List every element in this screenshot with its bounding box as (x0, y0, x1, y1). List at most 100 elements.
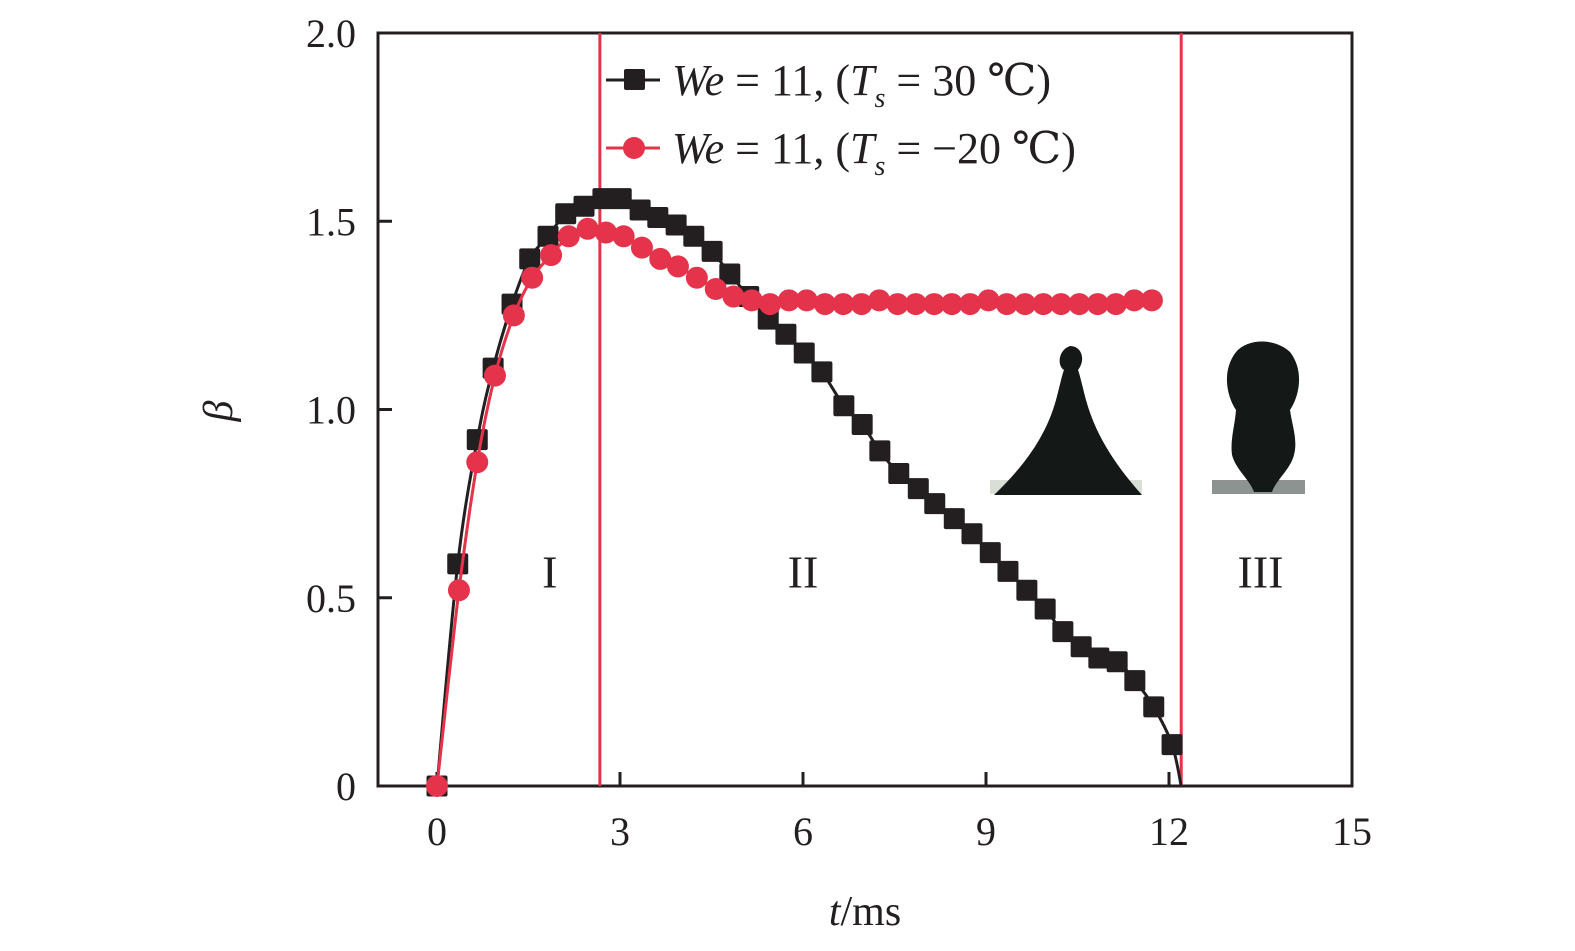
x-tick-label: 9 (976, 809, 996, 854)
square-marker (592, 188, 614, 210)
circle-marker (704, 278, 727, 301)
circle-marker (904, 293, 927, 316)
svg-text:We = 11, (Ts = 30 ℃): We = 11, (Ts = 30 ℃) (672, 56, 1051, 114)
square-marker (537, 225, 559, 247)
y-tick-label: 0.5 (306, 576, 356, 621)
circle-marker (576, 217, 599, 240)
series-ts-30c (426, 188, 1183, 797)
square-marker (1143, 696, 1165, 718)
square-marker (811, 361, 833, 383)
circle-marker (1050, 293, 1073, 316)
circle-marker (1032, 293, 1055, 316)
circle-marker (521, 266, 544, 289)
circle-marker (886, 293, 909, 316)
circle-marker (666, 255, 689, 278)
circle-marker (594, 221, 617, 244)
square-marker (943, 508, 965, 530)
legend-item-minus20C: We = 11, (Ts = −20 ℃) (606, 124, 1076, 182)
square-marker (793, 342, 815, 364)
circle-marker (1104, 293, 1127, 316)
region-label: II (788, 546, 819, 597)
circle-marker (868, 289, 891, 312)
circle-marker (630, 236, 653, 259)
square-marker (519, 248, 541, 270)
circle-marker (685, 266, 708, 289)
x-tick-label: 3 (610, 809, 630, 854)
square-marker (1088, 647, 1110, 669)
y-tick-label: 0 (336, 764, 356, 809)
square-marker (719, 263, 741, 285)
circle-marker (426, 775, 448, 797)
square-marker (1106, 651, 1128, 673)
tick-labels: 0 3 6 9 12 15 0 0.5 1.0 1.5 2.0 (306, 11, 1372, 854)
square-marker-icon (624, 69, 645, 90)
circle-marker (1068, 293, 1091, 316)
square-marker (775, 323, 797, 345)
data-series (426, 188, 1183, 797)
circle-marker (1140, 289, 1163, 312)
x-tick-label: 12 (1149, 809, 1189, 854)
circle-marker (832, 293, 855, 316)
square-marker (629, 199, 651, 221)
square-marker (555, 203, 577, 225)
legend: We = 11, (Ts = 30 ℃) We = 11, (Ts = −20 … (606, 56, 1076, 182)
square-marker (1161, 734, 1183, 756)
circle-marker (540, 244, 563, 267)
x-tick-label: 15 (1332, 809, 1372, 854)
square-marker (979, 542, 1001, 564)
y-tick-label: 2.0 (306, 11, 356, 56)
circle-marker (502, 304, 525, 327)
square-marker (961, 523, 983, 545)
circle-marker (722, 285, 745, 308)
circle-marker (649, 247, 672, 270)
square-marker (1070, 636, 1092, 658)
circle-marker (995, 293, 1018, 316)
circle-marker (1086, 293, 1109, 316)
x-axis-title: t/ms (829, 889, 901, 935)
square-marker (701, 240, 723, 262)
square-marker (466, 429, 488, 451)
square-marker (907, 478, 929, 500)
square-marker (1124, 670, 1146, 692)
square-marker (924, 493, 946, 515)
droplet-rebound-image (1212, 341, 1305, 494)
circle-marker (1014, 293, 1037, 316)
circle-marker-icon (623, 137, 645, 159)
square-marker (1016, 579, 1038, 601)
circle-marker (447, 579, 470, 602)
square-marker (647, 206, 669, 228)
region-label: I (542, 546, 557, 597)
circle-marker (557, 225, 580, 248)
circle-marker (959, 293, 982, 316)
square-marker (851, 414, 873, 436)
circle-marker (466, 451, 489, 474)
svg-text:We = 11, (Ts = −20 ℃): We = 11, (Ts = −20 ℃) (672, 124, 1076, 182)
square-marker (573, 195, 595, 217)
droplet-freezing-cone-image (990, 346, 1142, 495)
square-marker (610, 188, 632, 210)
region-label: III (1238, 546, 1284, 597)
circle-marker (777, 289, 800, 312)
circle-marker (740, 289, 763, 312)
series-ts-minus20c (426, 217, 1163, 797)
circle-marker (813, 293, 836, 316)
square-marker (1034, 598, 1056, 620)
circle-marker (612, 225, 635, 248)
square-marker (869, 440, 891, 462)
circle-marker (1123, 289, 1146, 312)
square-marker (665, 214, 687, 236)
legend-item-30C: We = 11, (Ts = 30 ℃) (606, 56, 1051, 114)
square-marker (1052, 621, 1074, 643)
circle-marker (977, 289, 1000, 312)
square-marker (683, 225, 705, 247)
square-marker (833, 395, 855, 417)
circle-marker (923, 293, 946, 316)
circle-marker (940, 293, 963, 316)
x-tick-label: 6 (793, 809, 813, 854)
square-marker (447, 553, 469, 575)
circle-marker (483, 364, 506, 387)
square-marker (888, 463, 910, 485)
y-tick-label: 1.0 (306, 388, 356, 433)
circle-marker (850, 293, 873, 316)
